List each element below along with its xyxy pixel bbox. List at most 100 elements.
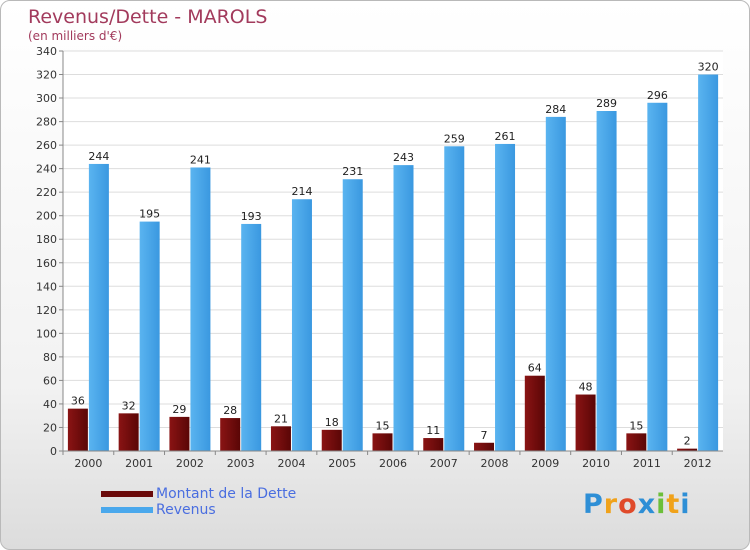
data-label-revenue: 259: [444, 132, 465, 145]
data-label-debt: 15: [629, 419, 643, 432]
logo-letter: t: [666, 489, 681, 520]
data-label-debt: 64: [528, 362, 542, 375]
bar-revenue: [241, 223, 262, 451]
x-axis: 2000 2001 2002 2003 2004 2005 2006 2007 2008 2009…: [62, 450, 723, 470]
data-label-revenue: 193: [241, 210, 262, 223]
data-label-revenue: 214: [291, 185, 312, 198]
x-tick-label: 2005: [328, 457, 356, 470]
bar-debt: [524, 375, 545, 451]
logo-letter: r: [603, 489, 619, 520]
y-tick-label: 80: [43, 351, 57, 364]
data-label-revenue: 243: [393, 151, 414, 164]
data-label-debt: 11: [426, 424, 440, 437]
data-label-revenue: 231: [342, 165, 363, 178]
x-tick-label: 2009: [531, 457, 559, 470]
bar-debt: [118, 413, 139, 451]
legend-label-revenue: Revenus: [156, 502, 216, 518]
data-label-revenue: 296: [647, 89, 668, 102]
bar-revenue: [444, 146, 465, 451]
data-label-revenue: 241: [190, 153, 211, 166]
data-label-revenue: 195: [139, 208, 160, 221]
bar-revenue: [495, 143, 516, 452]
data-label-debt: 32: [122, 399, 136, 412]
bar-debt: [220, 418, 241, 451]
bar-debt: [626, 433, 647, 451]
gridlines: [63, 50, 723, 452]
y-tick-label: 300: [36, 92, 57, 105]
x-tick-label: 2008: [481, 457, 509, 470]
data-label-revenue: 320: [698, 61, 719, 74]
y-axis: 0 20 40 60 80 100 120 140 160 180 200 220 240 260 280 3…: [36, 45, 64, 458]
y-tick-label: 280: [36, 116, 57, 129]
bar-debt: [270, 426, 291, 451]
bar-debt: [575, 394, 596, 451]
bar-debt: [372, 433, 393, 451]
y-tick-label: 220: [36, 186, 57, 199]
y-tick-label: 240: [36, 163, 57, 176]
bar-revenue: [342, 179, 363, 451]
bar-debt: [423, 438, 444, 451]
bar-revenue: [139, 221, 160, 451]
x-tick-label: 2003: [227, 457, 255, 470]
bar-debt: [677, 448, 698, 451]
bars: 36 244 32 195 29 241 28 193 21 214 18 231 15 243 11 259…: [67, 61, 719, 452]
y-tick-label: 320: [36, 69, 57, 82]
x-tick-label: 2006: [379, 457, 407, 470]
x-tick-label: 2001: [125, 457, 153, 470]
logo-letter: P: [583, 489, 604, 520]
data-label-debt: 36: [71, 395, 85, 408]
logo-letter: i: [680, 489, 691, 520]
data-label-revenue: 244: [88, 150, 109, 163]
data-label-revenue: 284: [545, 103, 566, 116]
data-label-debt: 7: [481, 429, 488, 442]
data-label-revenue: 261: [495, 130, 516, 143]
y-tick-label: 40: [43, 398, 57, 411]
y-tick-label: 0: [50, 445, 57, 458]
logo-letter: x: [637, 489, 657, 520]
x-tick-label: 2010: [582, 457, 610, 470]
bar-revenue: [88, 163, 109, 452]
legend-swatch-debt: [101, 491, 153, 497]
logo-letter: i: [656, 489, 667, 520]
x-tick-label: 2011: [633, 457, 661, 470]
x-tick-label: 2002: [176, 457, 204, 470]
legend-swatch-revenue: [101, 507, 153, 513]
y-tick-label: 100: [36, 327, 57, 340]
data-label-debt: 28: [223, 404, 237, 417]
x-tick-label: 2012: [684, 457, 712, 470]
y-tick-label: 140: [36, 280, 57, 293]
y-tick-label: 180: [36, 233, 57, 246]
data-label-debt: 15: [376, 419, 390, 432]
chart-subtitle: (en milliers d'€): [28, 29, 123, 43]
bar-revenue: [596, 111, 617, 451]
data-label-debt: 2: [684, 435, 691, 448]
bar-revenue: [647, 102, 668, 451]
logo-letter: o: [618, 489, 638, 520]
x-tick-label: 2004: [277, 457, 305, 470]
plot-area: [63, 51, 723, 451]
data-label-revenue: 289: [596, 97, 617, 110]
legend-label-debt: Montant de la Dette: [156, 486, 297, 502]
x-tick-label: 2007: [430, 457, 458, 470]
y-tick-label: 260: [36, 139, 57, 152]
bar-debt: [474, 442, 495, 451]
y-tick-label: 340: [36, 45, 57, 58]
bar-revenue: [393, 165, 414, 451]
bar-revenue: [698, 74, 719, 451]
y-tick-label: 200: [36, 210, 57, 223]
bar-debt: [67, 408, 88, 451]
data-label-debt: 18: [325, 416, 339, 429]
chart-title: Revenus/Dette - MAROLS: [28, 6, 268, 28]
y-tick-label: 120: [36, 304, 57, 317]
bar-revenue: [291, 199, 312, 451]
bar-revenue: [545, 116, 566, 451]
y-tick-label: 20: [43, 421, 57, 434]
bar-debt: [321, 429, 342, 451]
bar-revenue: [190, 167, 211, 451]
x-tick-label: 2000: [74, 457, 102, 470]
y-tick-label: 160: [36, 257, 57, 270]
data-label-debt: 48: [579, 381, 593, 394]
data-label-debt: 29: [172, 403, 186, 416]
